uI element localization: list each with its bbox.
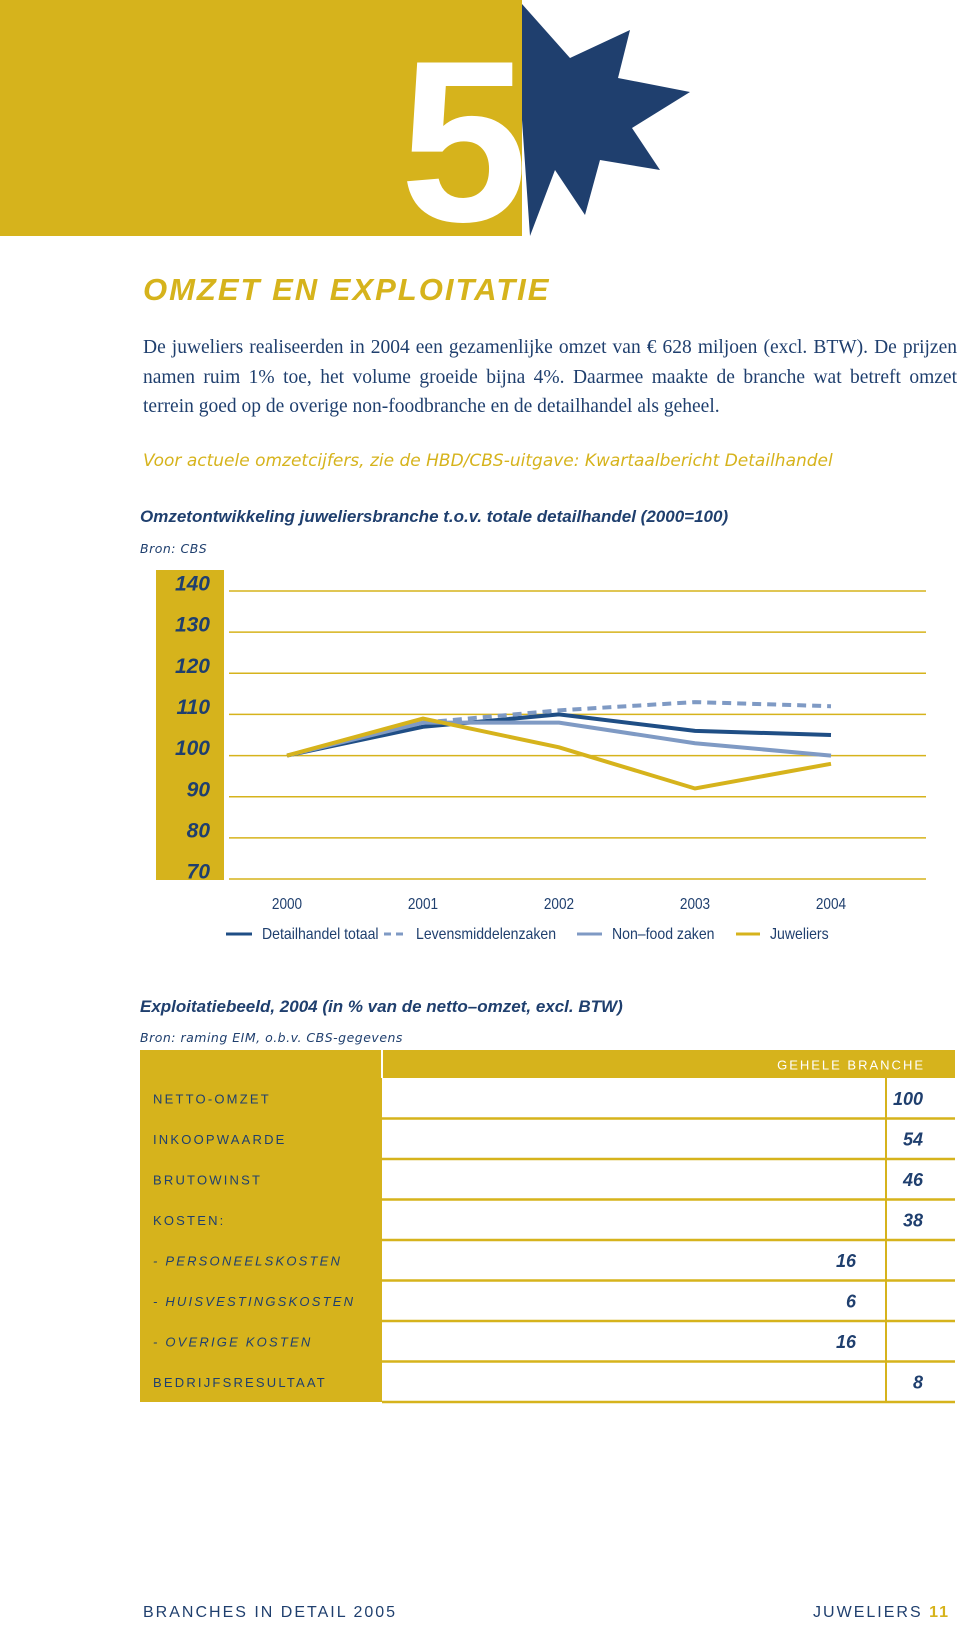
series-line [286,720,832,758]
row-value: 54 [903,1130,923,1150]
y-tick-label: 90 [187,778,211,801]
row-value: 6 [846,1292,857,1312]
x-tick-label: 2003 [680,896,710,913]
label-column [140,1050,382,1402]
y-tick-label: 130 [175,614,210,637]
y-tick-label: 80 [187,819,211,842]
y-tick-label: 70 [187,861,211,884]
row-value: 38 [903,1211,923,1231]
row-value: 46 [902,1170,924,1190]
row-label: NETTO-OMZET [153,1092,271,1107]
intro-paragraph: De juweliers realiseerden in 2004 een ge… [143,337,957,417]
x-tick-label: 2002 [544,896,574,913]
y-tick-label: 120 [175,655,210,678]
legend-label: Non–food zaken [612,925,715,943]
row-value: 8 [913,1373,923,1393]
page-number: 11 [929,1604,950,1621]
chapter-number: 5 [400,13,528,250]
legend-label: Detailhandel totaal [262,925,379,943]
row-label: - HUISVESTINGSKOSTEN [153,1294,355,1309]
row-label: KOSTEN: [153,1213,225,1228]
axis-band [156,570,224,880]
row-value: 16 [836,1332,857,1352]
x-tick-label: 2004 [816,896,846,913]
table-title: Exploitatiebeeld, 2004 (in % van de nett… [140,997,623,1016]
y-tick-label: 100 [175,737,210,760]
footer-right: JUWELIERS 11 [813,1604,950,1622]
row-label: BRUTOWINST [153,1173,262,1188]
y-tick-label: 110 [177,696,211,719]
row-value: 16 [836,1251,857,1271]
chart: 70 80 90 100 110 120 130 140 2000 2001 2002 2003 200… [156,570,926,943]
banner-block [0,0,522,236]
series-line [286,712,832,758]
series-line [286,716,832,791]
row-label: - PERSONEELSKOSTEN [153,1254,342,1269]
y-tick-label: 140 [175,573,210,596]
star [522,4,690,236]
series-line [422,700,832,725]
x-tick-label: 2000 [272,896,302,913]
x-tick-label: 2001 [408,896,438,913]
legend-label: Juweliers [770,925,829,943]
table-source: Bron: raming EIM, o.b.v. CBS-gegevens [140,1030,403,1045]
chart-source: Bron: CBS [140,541,208,556]
intro-link[interactable]: Voor actuele omzetcijfers, zie de HBD/CB… [143,451,833,471]
footer-section: JUWELIERS [813,1604,923,1621]
chart-title: Omzetontwikkeling juweliersbranche t.o.v… [140,507,729,526]
row-label: - OVERIGE KOSTEN [153,1335,312,1350]
section-title: OMZET EN EXPLOITATIE [143,272,551,307]
row-label: BEDRIJFSRESULTAAT [153,1375,327,1390]
row-label: INKOOPWAARDE [153,1132,287,1147]
row-value: 100 [893,1089,923,1109]
column-header: GEHELE BRANCHE [777,1057,925,1072]
legend-label: Levensmiddelenzaken [416,925,556,943]
table: GEHELE BRANCHE NETTO-OMZET 100 INKOOPWAARDE… [140,1050,955,1404]
footer-left: BRANCHES IN DETAIL 2005 [143,1604,398,1621]
chapter-banner: 5 5 [0,0,690,250]
